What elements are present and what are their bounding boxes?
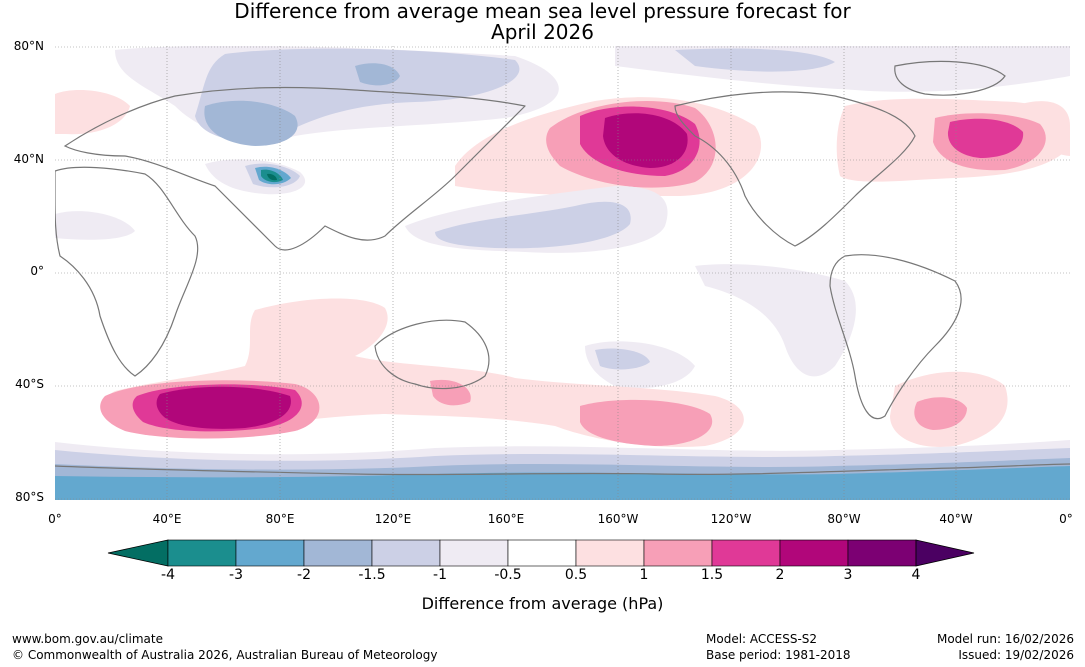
coastlines: [55, 60, 1070, 476]
europe-asia-coastline: [63, 86, 527, 251]
greenland-coastline: [894, 60, 1006, 96]
lon-label-40w: 40°W: [939, 512, 973, 526]
colorbar-tick: -1: [433, 567, 447, 583]
lon-label-160e: 160°E: [487, 512, 525, 526]
arctic-anomaly-field: [55, 46, 1070, 156]
colorbar-segment: [779, 539, 849, 567]
pressure-anomaly-map: [55, 46, 1070, 500]
lon-label-80w: 80°W: [827, 512, 861, 526]
colorbar-tick: 4: [911, 567, 921, 583]
colorbar-label: Difference from average (hPa): [421, 594, 664, 613]
footer-copyright: © Commonwealth of Australia 2026, Austra…: [12, 648, 438, 662]
colorbar-segment: [847, 539, 917, 567]
colorbar-tick: -2: [297, 567, 311, 583]
colorbar-segment: [643, 539, 713, 567]
colorbar-over-arrow: [915, 539, 975, 567]
lon-label-40e: 40°E: [152, 512, 182, 526]
colorbar-tick: 1.5: [700, 567, 724, 583]
lon-label-120w: 120°W: [710, 512, 752, 526]
lon-label-0-left: 0°: [48, 512, 62, 526]
colorbar-segment: [303, 539, 373, 567]
lat-label-40s: 40°S: [15, 377, 44, 391]
colorbar-segment: [235, 539, 305, 567]
colorbar-tick: -4: [161, 567, 175, 583]
north-pacific-positive-anomaly: [455, 97, 762, 196]
colorbar-tick: -3: [229, 567, 243, 583]
footer-base-period: Base period: 1981-2018: [706, 648, 851, 662]
north-america-coastline: [674, 91, 916, 247]
colorbar-tick: 3: [843, 567, 853, 583]
colorbar-segment: [507, 539, 577, 567]
colorbar-tick: -1.5: [358, 567, 386, 583]
lon-label-160w: 160°W: [597, 512, 639, 526]
colorbar-under-arrow: [107, 539, 169, 567]
lon-label-0-right: 0°: [1059, 512, 1073, 526]
chart-title-line1: Difference from average mean sea level p…: [234, 0, 851, 23]
tropical-pacific-negative-anomaly: [55, 186, 856, 389]
colorbar-tick: 1: [639, 567, 649, 583]
lon-label-80e: 80°E: [265, 512, 295, 526]
africa-coastline: [55, 166, 199, 377]
footer-url[interactable]: www.bom.gov.au/climate: [12, 632, 163, 646]
lat-label-80s: 80°S: [15, 490, 44, 504]
colorbar-segment: [167, 539, 237, 567]
south-america-coastline: [829, 254, 962, 420]
footer-model: Model: ACCESS-S2: [706, 632, 818, 646]
colorbar-tick: 2: [775, 567, 785, 583]
colorbar-segment: [371, 539, 441, 567]
colorbar-segment: [575, 539, 645, 567]
colorbar-tick: 0.5: [564, 567, 588, 583]
lat-label-equator: 0°: [30, 264, 44, 278]
australia-coastline: [374, 319, 490, 390]
footer-issued: Issued: 19/02/2026: [958, 648, 1074, 662]
footer-model-run: Model run: 16/02/2026: [936, 632, 1074, 646]
antarctica-coastline: [55, 463, 1070, 476]
lon-label-120e: 120°E: [374, 512, 412, 526]
map-gridlines: [55, 46, 1070, 500]
southern-positive-belt: [100, 298, 1008, 447]
lat-label-80n: 80°N: [13, 39, 44, 53]
lat-label-40n: 40°N: [13, 152, 44, 166]
chart-title-line2: April 2026: [491, 20, 594, 44]
colorbar-segment: [439, 539, 509, 567]
colorbar-segment: [711, 539, 781, 567]
colorbar-tick: -0.5: [494, 567, 522, 583]
himalaya-negative-anomaly: [205, 159, 306, 195]
colorbar: [107, 539, 975, 567]
